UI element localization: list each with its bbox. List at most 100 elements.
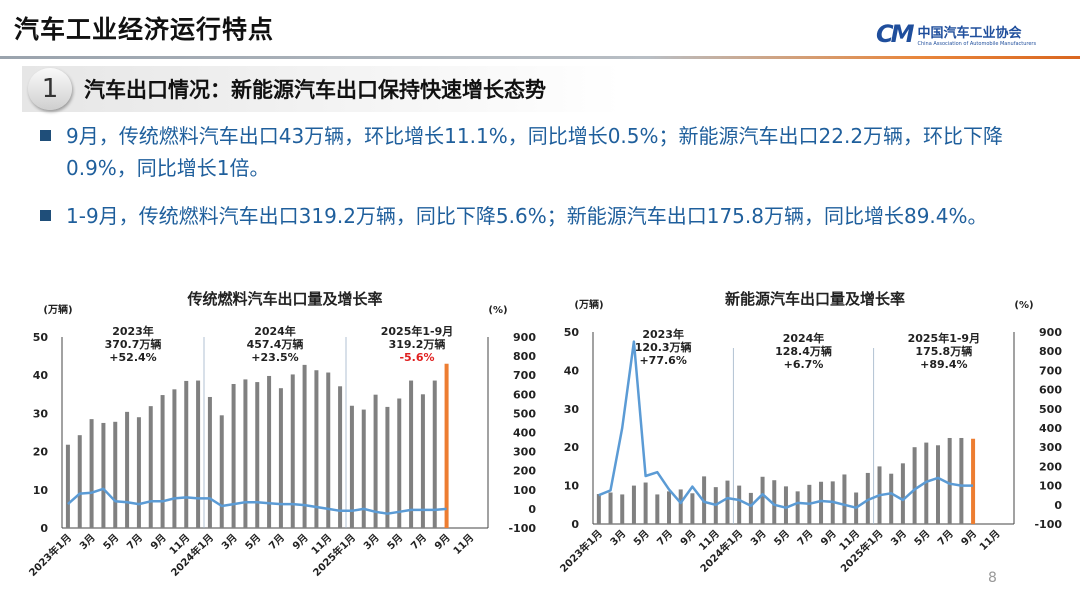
bar	[184, 380, 189, 528]
bar	[444, 363, 449, 528]
right-tick-label: 800	[1039, 345, 1062, 358]
page-title: 汽车工业经济运行特点	[14, 15, 275, 44]
left-tick-label: 0	[571, 518, 579, 531]
bullet-text: 1-9月，传统燃料汽车出口319.2万辆，同比下降5.6%；新能源汽车出口175…	[66, 204, 988, 228]
bar	[959, 437, 964, 524]
section-heading: 汽车出口情况：新能源汽车出口保持快速增长态势	[84, 78, 546, 102]
right-tick-label: 400	[1039, 422, 1062, 435]
left-tick-label: 30	[564, 403, 580, 416]
x-tick-label: 5月	[772, 528, 792, 548]
bar	[373, 394, 378, 528]
right-tick-label: 500	[513, 407, 536, 420]
x-tick-label: 7月	[935, 528, 955, 548]
period-annotation: +77.6%	[639, 354, 686, 367]
bar	[314, 370, 319, 528]
bar	[737, 485, 742, 524]
bullet-item: 1-9月，传统燃料汽车出口319.2万辆，同比下降5.6%；新能源汽车出口175…	[40, 200, 1060, 232]
bar	[290, 374, 295, 528]
x-tick-label: 5月	[631, 528, 651, 548]
bar	[219, 415, 224, 528]
bar	[231, 383, 236, 528]
square-bullet-icon	[40, 130, 51, 141]
bar	[631, 485, 636, 524]
x-tick-label: 3月	[889, 528, 909, 548]
period-annotation: 370.7万辆	[105, 337, 162, 351]
x-tick-label: 5月	[243, 532, 263, 552]
right-tick-label: -100	[1034, 518, 1062, 531]
left-tick-label: 40	[33, 369, 49, 382]
bar	[678, 489, 683, 524]
bar	[795, 491, 800, 524]
x-tick-label: 11月	[977, 528, 1002, 553]
bar	[65, 444, 70, 528]
bar	[690, 493, 695, 524]
chart-title: 新能源汽车出口量及增长率	[725, 290, 905, 308]
bar	[207, 396, 212, 528]
section-number: 1	[28, 68, 72, 110]
chart-title: 传统燃料汽车出口量及增长率	[186, 290, 382, 308]
bar	[101, 422, 106, 528]
period-annotation: 120.3万辆	[635, 340, 692, 354]
logo: CM 中国汽车工业协会 China Association of Automob…	[876, 20, 1036, 48]
x-tick-label: 9月	[678, 528, 698, 548]
bar	[783, 486, 788, 524]
header-divider	[0, 56, 1080, 59]
bar	[243, 379, 248, 528]
bar	[196, 380, 201, 528]
bar	[160, 395, 165, 528]
left-tick-label: 40	[564, 364, 580, 377]
bar	[113, 421, 118, 528]
left-tick-label: 30	[33, 407, 49, 420]
x-tick-label: 9月	[959, 528, 979, 548]
period-annotation: 2025年1-9月	[908, 331, 981, 345]
period-annotation: -5.6%	[399, 351, 434, 364]
period-annotation: 2024年	[254, 324, 296, 338]
right-tick-label: 500	[1039, 403, 1062, 416]
bar	[432, 380, 437, 528]
x-tick-label: 7月	[125, 532, 145, 552]
x-tick-label: 3月	[77, 532, 97, 552]
section-banner	[22, 66, 622, 112]
right-tick-label: 300	[1039, 441, 1062, 454]
period-annotation: 175.8万辆	[915, 344, 972, 358]
period-annotation: 2025年1-9月	[381, 324, 454, 338]
bar	[924, 442, 929, 524]
right-tick-label: 600	[513, 388, 536, 401]
right-tick-label: 100	[513, 484, 536, 497]
period-annotation: +89.4%	[920, 358, 967, 371]
bar	[338, 386, 343, 528]
bar	[608, 492, 613, 524]
x-tick-label: 9月	[818, 528, 838, 548]
x-tick-label: 7月	[655, 528, 675, 548]
bar	[865, 472, 870, 524]
x-tick-label: 3月	[361, 532, 381, 552]
left-tick-label: 10	[564, 480, 580, 493]
growth-line	[598, 340, 974, 509]
bar	[596, 494, 601, 524]
bar	[760, 476, 765, 524]
x-tick-label: 7月	[795, 528, 815, 548]
right-tick-label: 700	[1039, 364, 1062, 377]
bar	[667, 491, 672, 524]
x-tick-label: 3月	[608, 528, 628, 548]
bar	[267, 375, 272, 528]
x-tick-label: 7月	[267, 532, 287, 552]
bar	[889, 473, 894, 524]
caam-logo-icon: CM	[876, 20, 914, 48]
chart-1: 传统燃料汽车出口量及增长率 (万辆) (%) 0 10 20 30 40 50 -100 0 100 2…	[26, 290, 536, 579]
left-tick-label: 50	[33, 331, 49, 344]
x-tick-label: 2023年1月	[557, 527, 605, 575]
right-tick-label: 800	[513, 350, 536, 363]
bar	[326, 372, 331, 528]
right-tick-label: 100	[1039, 480, 1062, 493]
right-tick-label: 200	[1039, 460, 1062, 473]
bar	[748, 492, 753, 524]
logo-name-en: China Association of Automobile Manufact…	[917, 40, 1037, 47]
right-tick-label: 700	[513, 369, 536, 382]
period-annotation: 457.4万辆	[247, 337, 304, 351]
right-tick-label: 600	[1039, 384, 1062, 397]
bar	[302, 364, 307, 528]
bar	[349, 405, 354, 528]
x-tick-label: 9月	[290, 532, 310, 552]
